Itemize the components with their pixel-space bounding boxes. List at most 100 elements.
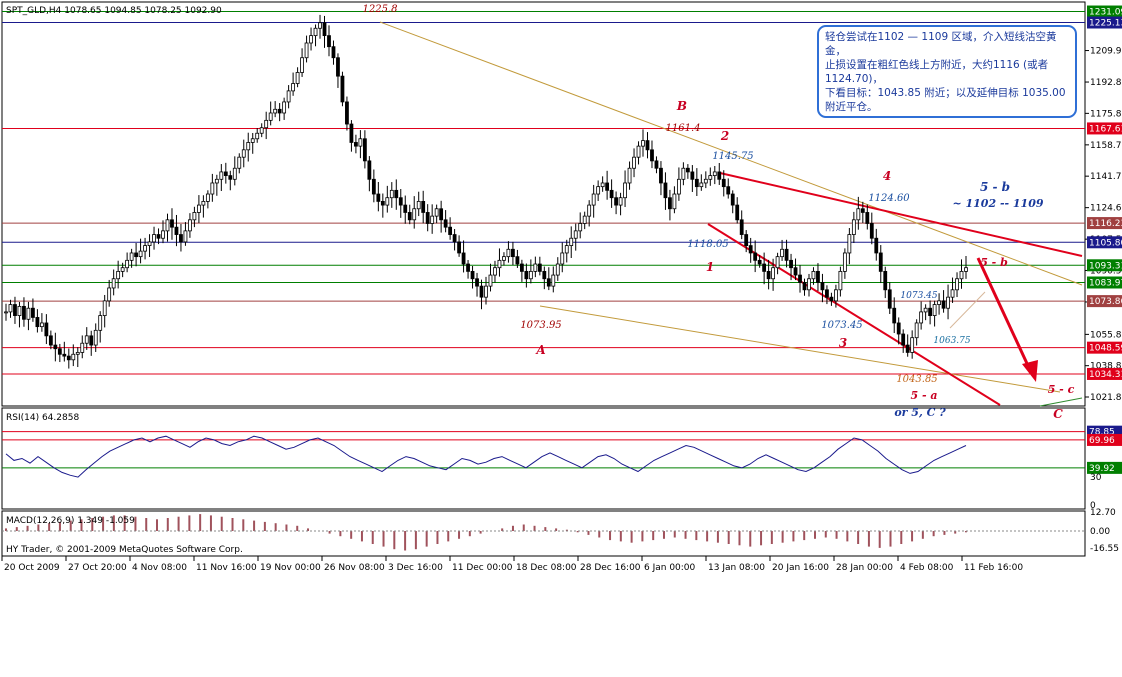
candle-body — [385, 197, 390, 206]
candle-body — [165, 219, 170, 232]
candle-body — [506, 248, 511, 258]
annotation-label: 1073.45 — [900, 291, 937, 301]
candle-body — [371, 178, 376, 195]
time-tick-label: 11 Dec 00:00 — [452, 563, 513, 573]
candle-body — [834, 289, 838, 302]
candle-body — [636, 145, 641, 158]
candle-body — [4, 311, 8, 314]
candle-body — [964, 267, 968, 272]
level-tag — [1087, 341, 1122, 354]
candle-body — [600, 182, 605, 188]
rsi-tag-label: 69.96 — [1089, 436, 1115, 446]
annotation-label: 4 — [883, 169, 891, 183]
candle-body — [152, 234, 156, 243]
level-tag-label: 1225.13 — [1089, 18, 1122, 28]
level-tag — [1087, 367, 1122, 380]
candle-body — [475, 278, 479, 287]
time-tick-label: 6 Jan 00:00 — [644, 563, 696, 573]
target-arrow-head — [1022, 360, 1038, 382]
macd-tick-label: 12.70 — [1090, 508, 1116, 518]
candle-body — [654, 160, 659, 169]
level-tag-label: 1048.59 — [1089, 344, 1122, 354]
time-tick-label: 4 Feb 08:00 — [900, 563, 954, 573]
candle-body — [304, 42, 309, 59]
time-tick-label: 11 Nov 16:00 — [196, 563, 257, 573]
price-tick-label: 1021.80 — [1090, 393, 1122, 403]
candle-body — [300, 57, 304, 73]
candle-body — [699, 182, 704, 188]
candle-body — [13, 304, 17, 316]
candle-body — [582, 215, 587, 224]
candle-body — [89, 335, 94, 346]
candle-body — [860, 208, 865, 213]
level-tag-label: 1083.97 — [1089, 278, 1122, 288]
candle-body — [663, 182, 668, 199]
annotation-label: 5 - b — [980, 180, 1010, 194]
candle-body — [22, 305, 26, 320]
annotation-label: ~ 1102 -- 1109 — [952, 197, 1043, 210]
candle-body — [273, 108, 278, 114]
candle-body — [739, 219, 744, 235]
candle-body — [919, 311, 924, 324]
candle-body — [865, 212, 870, 224]
rsi-panel[interactable] — [1, 407, 1086, 510]
candle-body — [528, 270, 533, 280]
price-tick-label: 1055.80 — [1090, 330, 1122, 340]
candle-body — [295, 72, 300, 84]
candle-body — [762, 263, 767, 272]
candle-body — [196, 204, 201, 213]
rsi-line — [5, 435, 967, 478]
candle-body — [811, 270, 816, 280]
candle-body — [192, 212, 197, 221]
time-tick-label: 4 Nov 08:00 — [132, 563, 187, 573]
annotation-label: or 5, C ? — [894, 406, 946, 419]
annotation-label: 3 — [839, 336, 847, 350]
rsi-tick-label: 0 — [1090, 501, 1096, 511]
annotation-label: C — [1053, 407, 1063, 421]
level-tag — [1087, 295, 1122, 308]
macd-tick-label: -16.55 — [1090, 544, 1119, 554]
candle-body — [578, 223, 583, 232]
rsi-series — [2, 431, 1085, 478]
candle-body — [659, 167, 663, 184]
annotation-label: 5 - a — [910, 389, 937, 402]
candle-body — [959, 270, 964, 280]
candle-body — [932, 304, 937, 316]
candle-body — [775, 256, 780, 269]
candle-body — [264, 119, 269, 129]
candle-body — [111, 278, 116, 289]
time-tick-label: 19 Nov 00:00 — [260, 563, 321, 573]
candle-body — [560, 252, 565, 265]
candle-body — [35, 317, 40, 328]
symbol-info: SPT_GLD,H4 1078.65 1094.85 1078.25 1092.… — [6, 6, 222, 16]
candle-body — [448, 226, 453, 235]
candle-body — [717, 171, 722, 180]
candle-body — [461, 252, 466, 265]
candle-body — [466, 263, 470, 272]
candle-body — [161, 230, 165, 239]
candle-body — [129, 252, 134, 261]
candle-body — [134, 252, 138, 258]
candle-body — [174, 226, 179, 235]
candle-body — [340, 75, 345, 103]
candle-body — [17, 305, 22, 316]
candle-body — [205, 193, 210, 202]
price-tick-label: 1209.90 — [1090, 47, 1122, 57]
price-tick-label: 1192.80 — [1090, 78, 1122, 88]
lower-trend-line — [539, 305, 1061, 393]
candle-body — [771, 267, 776, 280]
candle-body — [632, 156, 636, 169]
candle-body — [380, 200, 385, 206]
candle-body — [892, 307, 897, 324]
macd-panel[interactable] — [1, 510, 1086, 557]
annotation-label: 1073.95 — [520, 320, 561, 331]
candle-body — [874, 237, 879, 254]
candle-body — [57, 348, 62, 355]
candle-body — [313, 27, 318, 37]
note-line-3: 下看目标：1043.85 附近；以及延伸目标 1035.00 附近平仓。 — [825, 87, 1066, 113]
time-tick-label: 28 Jan 00:00 — [836, 563, 893, 573]
candle-body — [838, 270, 843, 291]
candle-body — [457, 241, 461, 254]
candle-body — [650, 149, 654, 162]
candle-body — [869, 223, 874, 239]
